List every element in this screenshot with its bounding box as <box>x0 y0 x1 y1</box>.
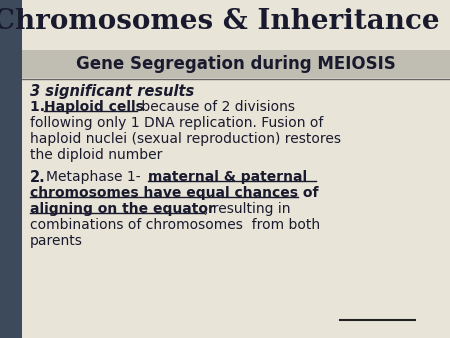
Text: 3 significant results: 3 significant results <box>30 84 194 99</box>
Bar <box>0 0 22 338</box>
Text: because of 2 divisions: because of 2 divisions <box>137 100 295 114</box>
Text: combinations of chromosomes  from both: combinations of chromosomes from both <box>30 218 320 232</box>
Text: 2.: 2. <box>30 170 46 185</box>
Text: parents: parents <box>30 234 83 248</box>
Text: Metaphase 1-: Metaphase 1- <box>46 170 145 184</box>
Text: haploid nuclei (sexual reproduction) restores: haploid nuclei (sexual reproduction) res… <box>30 132 341 146</box>
Text: Haploid cells: Haploid cells <box>44 100 144 114</box>
Text: aligning on the equator: aligning on the equator <box>30 202 215 216</box>
Bar <box>22 50 450 78</box>
Text: , resulting in: , resulting in <box>204 202 291 216</box>
Text: 1.: 1. <box>30 100 50 114</box>
Text: the diploid number: the diploid number <box>30 148 162 162</box>
Text: maternal & paternal: maternal & paternal <box>148 170 307 184</box>
Text: Chromosomes & Inheritance: Chromosomes & Inheritance <box>0 8 440 35</box>
Text: chromosomes have equal chances of: chromosomes have equal chances of <box>30 186 319 200</box>
Text: Gene Segregation during MEIOSIS: Gene Segregation during MEIOSIS <box>76 55 396 73</box>
Text: following only 1 DNA replication. Fusion of: following only 1 DNA replication. Fusion… <box>30 116 324 130</box>
